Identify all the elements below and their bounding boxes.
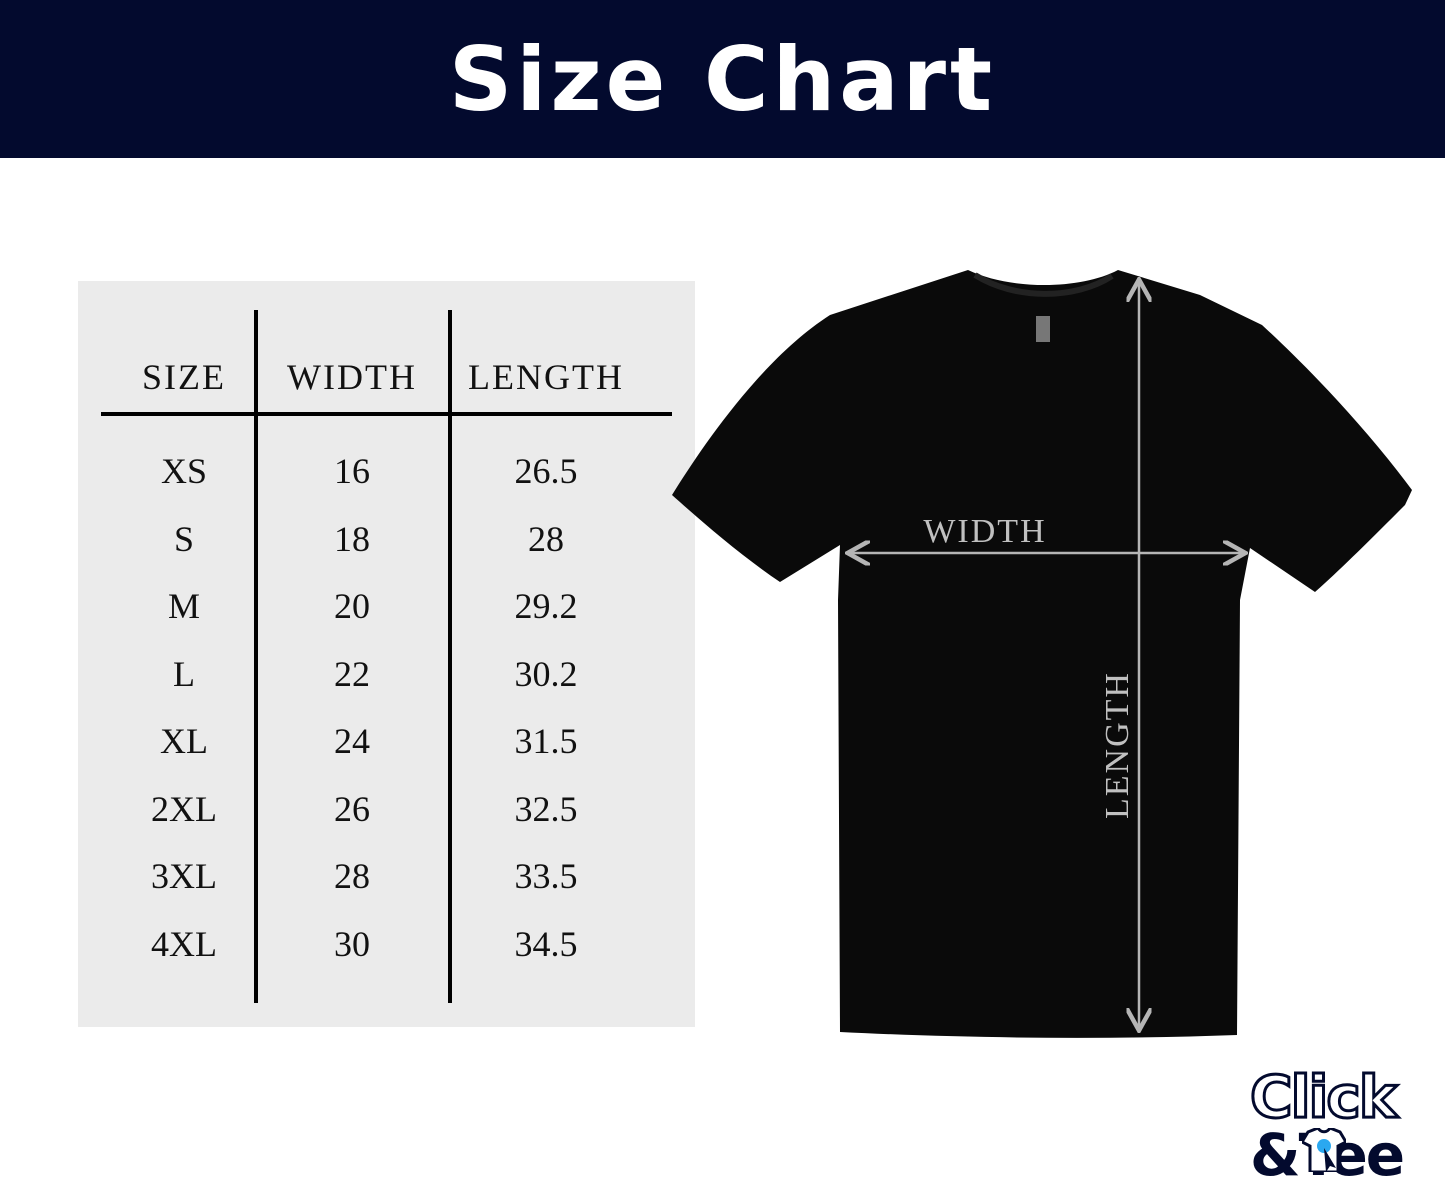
table-cell-width: 30 (334, 923, 370, 964)
column-divider (448, 310, 452, 1003)
neck-label (1036, 316, 1050, 342)
table-cell-length: 26.5 (514, 451, 578, 491)
width-label: WIDTH (923, 513, 1046, 550)
column-header-width: WIDTH (287, 357, 417, 397)
column-header-size: SIZE (142, 357, 226, 397)
table-cell-width: 20 (334, 586, 370, 626)
table-cell-size: S (173, 518, 195, 559)
column-header-length: LENGTH (468, 357, 624, 397)
table-cell-width: 24 (334, 721, 370, 761)
table-cell-width: 28 (334, 856, 370, 896)
table-cell-width: 18 (334, 518, 370, 559)
table-cell-width: 26 (334, 788, 370, 829)
length-label: LENGTH (1099, 671, 1136, 819)
size-table: SIZE WIDTH LENGTH XS 16 26.5 S 18 28 M 20 29.2 L 22 30… (78, 281, 695, 1027)
table-cell-length: 34.5 (514, 923, 578, 964)
table-cell-length: 33.5 (514, 856, 578, 896)
splash-shirt-icon (1302, 1128, 1346, 1172)
tshirt-icon (672, 270, 1412, 1038)
table-cell-size: 3XL (151, 856, 217, 896)
table-cell-size: XS (160, 451, 208, 491)
table-cell-size: L (173, 653, 195, 694)
header-banner: Size Chart (0, 0, 1445, 158)
table-cell-size: M (167, 586, 200, 626)
table-cell-length: 32.5 (514, 788, 578, 829)
table-cell-size: 4XL (151, 923, 217, 964)
table-cell-length: 31.5 (514, 721, 578, 761)
table-cell-length: 30.2 (514, 653, 578, 694)
page-title: Size Chart (448, 27, 997, 131)
brand-logo: Click &Tee (1249, 1063, 1430, 1185)
table-cell-size: XL (160, 721, 208, 761)
table-cell-length: 28 (528, 518, 564, 559)
table-cell-size: 2XL (151, 788, 217, 829)
logo-text-click: Click (1249, 1063, 1399, 1131)
table-cell-width: 22 (334, 653, 370, 694)
header-divider (101, 412, 672, 416)
column-divider (254, 310, 258, 1003)
table-cell-length: 29.2 (514, 586, 578, 626)
table-cell-width: 16 (334, 451, 370, 491)
